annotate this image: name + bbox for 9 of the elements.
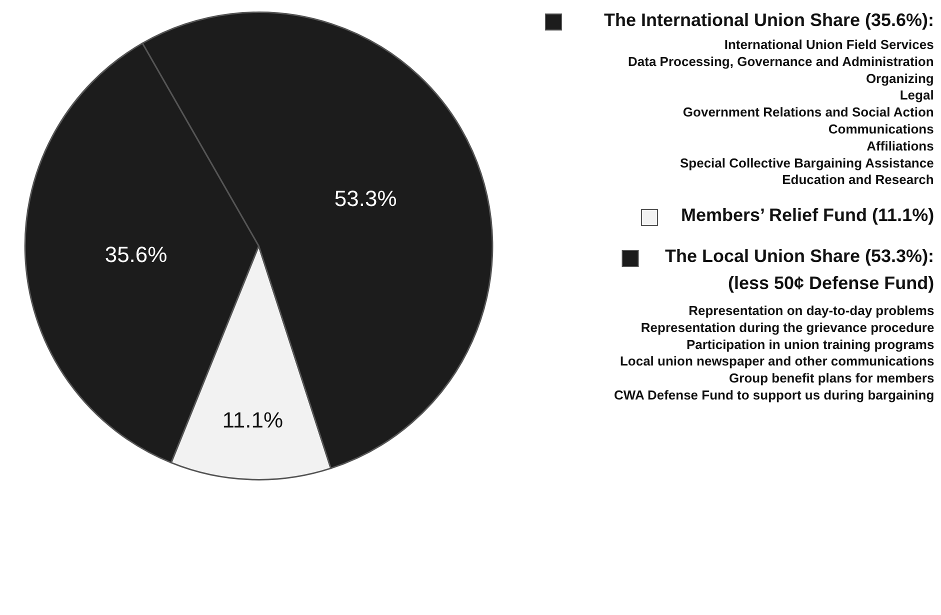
data-label: 53.3% (334, 186, 397, 212)
text: Representation on day-to-day problems Representation during the grievance procedure Participation in union training programs Local union newspaper and other communications Group benefit plans for members CWA Defense Fund to support us during bargaining (614, 303, 934, 402)
data-label: 11.1% (222, 408, 284, 433)
category-label: The Local Union Share (53.3%): (665, 246, 934, 266)
category-label: The International Union Share (35.6%): (604, 10, 934, 30)
data-label: 35.6% (104, 242, 168, 267)
text: International Union Field Services Data Processing, Governance and Administration Organizing Legal Government Relations and Social Action Communications Affiliations Special Collective Bargaining Assistance Education and Research (628, 37, 934, 188)
legend-label: Members’ Relief Fund (11.1%) (681, 205, 934, 225)
text: (less 50¢ Defense Fund) (728, 273, 934, 293)
